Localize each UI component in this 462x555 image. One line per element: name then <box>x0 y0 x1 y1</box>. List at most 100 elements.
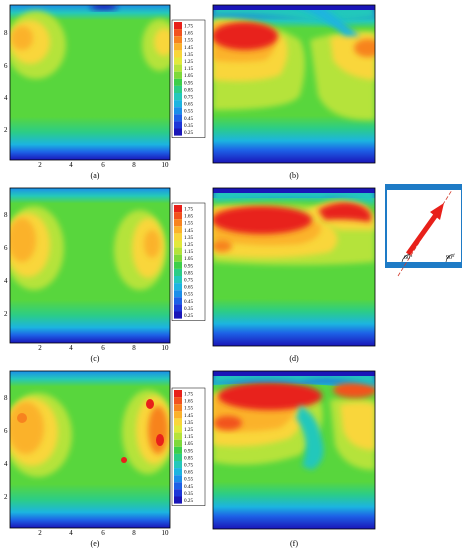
colorbar-label: 0.85 <box>184 270 193 276</box>
colorbar-swatch <box>174 439 182 447</box>
y-tick: 8 <box>4 29 8 37</box>
colorbar-label: 1.75 <box>184 24 193 30</box>
panel-caption: (d) <box>289 354 299 363</box>
panel-a-field <box>10 5 170 160</box>
x-tick: 4 <box>69 344 73 352</box>
panel-a: 8 6 4 2 2 4 6 8 10 (a) <box>4 4 171 180</box>
inset-angle-right: 90° <box>446 254 455 261</box>
panel-e-yticks: 8 6 4 2 <box>4 394 8 501</box>
colorbar-swatch <box>174 205 182 213</box>
panel-caption: (c) <box>91 354 100 363</box>
panel-d: (d) <box>212 187 376 363</box>
colorbar-label: 0.55 <box>184 109 193 115</box>
colorbar-label: 0.45 <box>184 299 193 305</box>
colorbar-swatch <box>174 57 182 65</box>
colorbar-swatch <box>174 489 182 497</box>
colorbar-swatch <box>174 43 182 51</box>
inset-arrow-head <box>430 203 444 220</box>
inset-diagram: 60° 90° <box>385 184 462 277</box>
x-tick: 2 <box>38 529 42 537</box>
colorbar-label: 0.65 <box>184 102 193 108</box>
colorbar-swatch <box>174 418 182 426</box>
colorbar-swatch <box>174 468 182 476</box>
x-tick: 6 <box>101 529 105 537</box>
inset-angle-arc-right <box>445 253 456 263</box>
colorbar-swatch <box>174 78 182 86</box>
colorbar-swatch <box>174 268 182 276</box>
colorbar-label: 1.15 <box>184 66 193 72</box>
colorbar-label: 1.25 <box>184 59 193 65</box>
colorbar-label: 1.35 <box>184 52 193 58</box>
panel-caption: (a) <box>91 171 100 180</box>
panel-d-field <box>213 188 375 346</box>
y-tick: 2 <box>4 493 8 501</box>
x-tick: 8 <box>132 161 136 169</box>
colorbar-swatch <box>174 50 182 58</box>
colorbar-label: 1.05 <box>184 73 193 79</box>
panel-f: (f) <box>212 370 376 548</box>
colorbar-swatch <box>174 254 182 262</box>
x-tick: 6 <box>101 344 105 352</box>
colorbar-label: 0.95 <box>184 80 193 86</box>
y-tick: 8 <box>4 394 8 402</box>
colorbar-swatch <box>174 276 182 284</box>
panel-a-xticks: 2 4 6 8 10 <box>38 161 169 169</box>
colorbar-swatch <box>174 219 182 227</box>
x-tick: 8 <box>132 529 136 537</box>
colorbar-label: 1.45 <box>184 45 193 51</box>
colorbar-swatch <box>174 121 182 129</box>
colorbar-swatch <box>174 461 182 469</box>
colorbar-label: 0.45 <box>184 116 193 122</box>
colorbar-swatch <box>174 432 182 440</box>
colorbar-swatch <box>174 212 182 220</box>
colorbar-swatch <box>174 425 182 433</box>
colorbar-swatch <box>174 482 182 490</box>
inset-angle-arc-left <box>401 253 411 263</box>
inset-angle-left: 60° <box>404 254 413 261</box>
y-tick: 2 <box>4 126 8 134</box>
colorbar-swatch <box>174 475 182 483</box>
panel-b-field <box>213 5 375 163</box>
colorbar-label: 1.45 <box>184 413 193 419</box>
panel-caption: (e) <box>91 539 100 548</box>
colorbar-label: 0.75 <box>184 278 193 284</box>
colorbar-label: 0.25 <box>184 498 193 504</box>
colorbar-label: 1.25 <box>184 427 193 433</box>
x-tick: 4 <box>69 529 73 537</box>
colorbar-swatch <box>174 36 182 44</box>
colorbar-swatch <box>174 290 182 298</box>
colorbar-swatch <box>174 496 182 504</box>
colorbar-swatch <box>174 128 182 136</box>
colorbar-swatch <box>174 304 182 312</box>
colorbar-a: 1.751.651.551.451.351.251.151.050.950.85… <box>171 19 206 138</box>
colorbar-label: 0.65 <box>184 470 193 476</box>
panel-a-yticks: 8 6 4 2 <box>4 29 8 134</box>
colorbar-swatch <box>174 233 182 241</box>
colorbar-c: 1.751.651.551.451.351.251.151.050.950.85… <box>171 202 206 321</box>
colorbar-swatch <box>174 311 182 319</box>
colorbar-label: 0.75 <box>184 463 193 469</box>
colorbar-label: 0.85 <box>184 87 193 93</box>
colorbar-label: 1.55 <box>184 406 193 412</box>
x-tick: 4 <box>69 161 73 169</box>
panel-b: (b) <box>212 4 376 180</box>
x-tick: 10 <box>162 529 170 537</box>
colorbar-label: 1.05 <box>184 441 193 447</box>
colorbar-swatch <box>174 390 182 398</box>
colorbar-swatch <box>174 93 182 101</box>
colorbar-swatch <box>174 64 182 72</box>
y-tick: 6 <box>4 62 8 70</box>
panel-c-yticks: 8 6 4 2 <box>4 211 8 318</box>
colorbar-label: 1.35 <box>184 235 193 241</box>
y-tick: 6 <box>4 427 8 435</box>
colorbar-label: 0.35 <box>184 123 193 129</box>
colorbar-label: 0.45 <box>184 484 193 490</box>
colorbar-label: 1.05 <box>184 256 193 262</box>
colorbar-swatch <box>174 107 182 115</box>
colorbar-label: 0.75 <box>184 95 193 101</box>
inset-top-beam <box>386 185 462 190</box>
colorbar-label: 1.55 <box>184 221 193 227</box>
x-tick: 2 <box>38 344 42 352</box>
colorbar-label: 0.85 <box>184 455 193 461</box>
